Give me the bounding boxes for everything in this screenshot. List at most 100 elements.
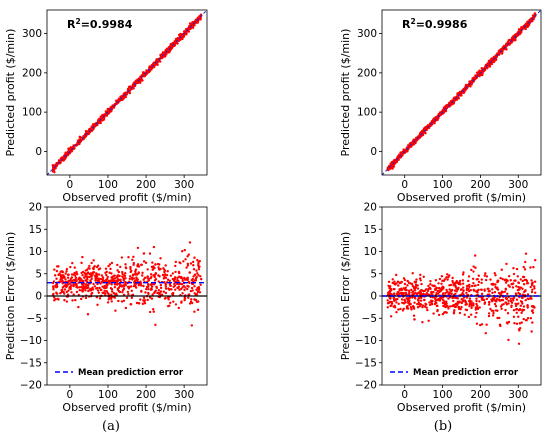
data-point bbox=[188, 302, 192, 305]
data-point bbox=[138, 283, 141, 286]
data-point bbox=[65, 285, 68, 289]
data-point bbox=[130, 289, 133, 293]
data-point bbox=[132, 87, 135, 90]
data-point bbox=[418, 132, 422, 135]
data-point bbox=[491, 60, 494, 63]
data-point bbox=[447, 307, 450, 310]
data-point bbox=[181, 292, 184, 295]
data-point bbox=[487, 314, 491, 318]
data-point bbox=[91, 273, 94, 276]
data-point bbox=[474, 308, 477, 311]
y-tick-label: −15 bbox=[20, 357, 42, 369]
data-point bbox=[515, 298, 519, 301]
data-point bbox=[488, 301, 491, 304]
data-point bbox=[65, 300, 69, 303]
data-point bbox=[519, 278, 522, 281]
data-point bbox=[411, 272, 414, 275]
y-tick-label: 0 bbox=[35, 146, 42, 158]
data-point bbox=[431, 293, 434, 296]
data-point bbox=[100, 116, 103, 119]
x-tick-label: 200 bbox=[470, 389, 490, 401]
data-point bbox=[126, 290, 130, 294]
data-point bbox=[179, 38, 182, 41]
data-point bbox=[483, 301, 487, 304]
data-point bbox=[393, 287, 396, 291]
reference-line bbox=[47, 10, 207, 175]
data-point bbox=[480, 278, 483, 281]
data-point bbox=[437, 290, 441, 293]
data-point bbox=[167, 50, 171, 53]
data-point bbox=[516, 275, 519, 278]
data-point bbox=[531, 281, 534, 284]
data-point bbox=[190, 324, 194, 327]
x-tick-label: 0 bbox=[67, 389, 74, 401]
data-point bbox=[475, 311, 478, 315]
data-point bbox=[87, 289, 90, 293]
data-point bbox=[197, 262, 200, 266]
data-point bbox=[124, 306, 128, 310]
data-point bbox=[119, 265, 122, 269]
data-point bbox=[389, 163, 392, 166]
data-point bbox=[424, 132, 427, 135]
data-point bbox=[522, 305, 526, 308]
data-point bbox=[480, 323, 484, 326]
data-point bbox=[460, 305, 463, 309]
data-point bbox=[407, 289, 411, 292]
data-point bbox=[150, 283, 153, 286]
data-point bbox=[115, 280, 119, 284]
r2-annotation: R2=0.9986 bbox=[402, 17, 468, 31]
data-point bbox=[143, 276, 146, 280]
data-point bbox=[190, 286, 194, 290]
data-point bbox=[103, 292, 107, 295]
data-point bbox=[474, 266, 477, 269]
x-tick-label: 300 bbox=[174, 179, 194, 191]
data-point bbox=[116, 274, 119, 278]
data-point bbox=[486, 287, 489, 290]
data-point bbox=[88, 267, 91, 270]
data-point bbox=[64, 272, 67, 275]
legend-label: Mean prediction error bbox=[78, 368, 184, 378]
data-point bbox=[53, 268, 56, 271]
data-point bbox=[436, 292, 440, 296]
data-point bbox=[389, 315, 393, 318]
data-point bbox=[110, 300, 113, 303]
data-point bbox=[186, 287, 189, 291]
data-point bbox=[184, 286, 187, 289]
data-point bbox=[411, 305, 415, 308]
y-tick-label: 20 bbox=[29, 202, 42, 214]
data-point bbox=[469, 299, 472, 303]
data-point bbox=[129, 267, 132, 271]
data-point bbox=[66, 293, 70, 296]
data-point bbox=[440, 275, 444, 278]
data-point bbox=[499, 305, 503, 308]
r2-label: R bbox=[67, 18, 76, 31]
data-point bbox=[172, 291, 175, 295]
data-point bbox=[456, 281, 460, 285]
data-point bbox=[489, 307, 492, 311]
y-tick-label: −20 bbox=[355, 380, 377, 392]
data-point bbox=[534, 291, 537, 294]
y-tick-label: 15 bbox=[29, 224, 42, 236]
x-tick-label: 300 bbox=[508, 179, 528, 191]
data-point bbox=[183, 248, 186, 252]
data-point bbox=[436, 308, 439, 312]
data-point bbox=[79, 297, 83, 301]
data-point bbox=[419, 291, 423, 295]
data-point bbox=[66, 276, 70, 279]
data-point bbox=[113, 277, 117, 280]
data-point bbox=[446, 278, 449, 281]
data-point bbox=[80, 261, 83, 265]
data-point bbox=[152, 310, 155, 313]
data-point bbox=[100, 274, 103, 277]
data-point bbox=[442, 299, 445, 302]
data-point bbox=[174, 37, 178, 41]
data-point bbox=[474, 315, 477, 319]
data-point bbox=[169, 274, 173, 277]
data-point bbox=[154, 277, 158, 281]
data-point bbox=[193, 310, 196, 313]
data-point bbox=[193, 256, 196, 259]
y-tick-label: 0 bbox=[370, 291, 377, 303]
data-point bbox=[89, 279, 92, 282]
data-point bbox=[55, 277, 58, 280]
data-point bbox=[529, 317, 533, 320]
